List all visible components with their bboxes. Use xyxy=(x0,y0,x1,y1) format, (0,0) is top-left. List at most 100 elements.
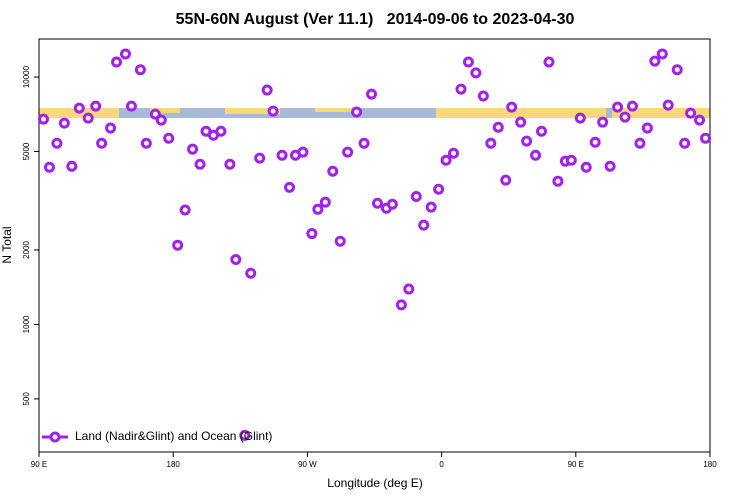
data-point xyxy=(403,283,415,295)
x-tick-label: 90 E xyxy=(31,460,47,469)
x-tick-label: 180 xyxy=(703,460,717,469)
data-point xyxy=(589,136,601,148)
map-strip xyxy=(39,108,710,118)
data-point xyxy=(371,197,383,209)
data-point xyxy=(597,116,609,128)
data-point xyxy=(574,112,586,124)
data-point xyxy=(521,135,533,147)
data-point xyxy=(111,56,123,68)
data-point xyxy=(319,196,331,208)
y-tick-label: 1000 xyxy=(22,315,31,333)
data-point xyxy=(163,132,175,144)
data-point xyxy=(649,55,661,67)
data-point xyxy=(342,146,354,158)
data-point xyxy=(187,143,199,155)
data-point xyxy=(276,149,288,161)
data-point xyxy=(194,158,206,170)
data-point xyxy=(90,100,102,112)
data-point xyxy=(455,83,467,95)
data-point xyxy=(224,158,236,170)
data-point xyxy=(477,90,489,102)
data-point xyxy=(58,117,70,129)
data-point xyxy=(552,175,564,187)
data-point xyxy=(506,101,518,113)
data-point xyxy=(215,125,227,137)
legend-marker xyxy=(49,431,61,443)
data-point xyxy=(662,99,674,111)
data-point xyxy=(245,267,257,279)
data-point xyxy=(327,165,339,177)
data-point xyxy=(440,154,452,166)
data-point xyxy=(700,132,712,144)
data-point xyxy=(96,137,108,149)
data-point xyxy=(254,152,266,164)
data-point xyxy=(604,160,616,172)
data-point xyxy=(351,106,363,118)
data-point xyxy=(626,100,638,112)
data-point xyxy=(267,105,279,117)
data-point xyxy=(51,137,63,149)
data-point xyxy=(230,254,242,266)
data-point xyxy=(395,299,407,311)
legend-label: Land (Nadir&Glint) and Ocean (Glint) xyxy=(75,429,272,443)
land-strip xyxy=(612,108,710,118)
y-axis-label: N Total xyxy=(0,226,14,263)
data-point xyxy=(140,137,152,149)
x-axis-label: Longitude (deg E) xyxy=(327,476,422,490)
data-point xyxy=(134,64,146,76)
data-point xyxy=(149,108,161,120)
data-point xyxy=(73,102,85,114)
data-point xyxy=(261,84,273,96)
data-point xyxy=(43,161,55,173)
data-point xyxy=(125,100,137,112)
data-point xyxy=(386,198,398,210)
data-point xyxy=(105,122,117,134)
y-tick-label: 2000 xyxy=(22,241,31,259)
data-point xyxy=(239,429,251,441)
chart-title: 55N-60N August (Ver 11.1) 2014-09-06 to … xyxy=(176,11,575,28)
data-point xyxy=(312,203,324,215)
data-point xyxy=(470,67,482,79)
x-tick-label: 90 E xyxy=(568,460,584,469)
data-point xyxy=(543,56,555,68)
data-point xyxy=(119,48,131,60)
data-point xyxy=(485,137,497,149)
data-point xyxy=(448,147,460,159)
data-point xyxy=(530,149,542,161)
legend: Land (Nadir&Glint) and Ocean (Glint) xyxy=(42,429,272,443)
x-tick-label: 0 xyxy=(439,460,444,469)
data-point xyxy=(306,228,318,240)
plot-frame xyxy=(38,38,711,453)
data-point xyxy=(515,116,527,128)
data-point xyxy=(433,183,445,195)
data-point xyxy=(82,112,94,124)
data-point xyxy=(410,190,422,202)
data-point xyxy=(179,204,191,216)
data-point xyxy=(66,160,78,172)
data-point xyxy=(462,56,474,68)
data-point xyxy=(37,113,49,125)
y-tick-label: 10000 xyxy=(22,65,31,88)
land-strip xyxy=(436,108,606,118)
data-point xyxy=(536,125,548,137)
data-point xyxy=(500,174,512,186)
data-point xyxy=(619,111,631,123)
data-point xyxy=(418,219,430,231)
land-strip xyxy=(315,108,355,112)
data-point xyxy=(297,146,309,158)
data-point xyxy=(580,161,592,173)
x-tick-label: 180 xyxy=(167,460,181,469)
data-point xyxy=(671,64,683,76)
data-point xyxy=(612,101,624,113)
data-point xyxy=(679,137,691,149)
y-tick-label: 500 xyxy=(22,392,31,406)
land-strip xyxy=(225,108,280,114)
data-point xyxy=(565,154,577,166)
ocean-strip xyxy=(39,108,710,118)
data-point xyxy=(334,235,346,247)
data-point xyxy=(425,201,437,213)
data-point xyxy=(284,181,296,193)
data-point xyxy=(492,121,504,133)
